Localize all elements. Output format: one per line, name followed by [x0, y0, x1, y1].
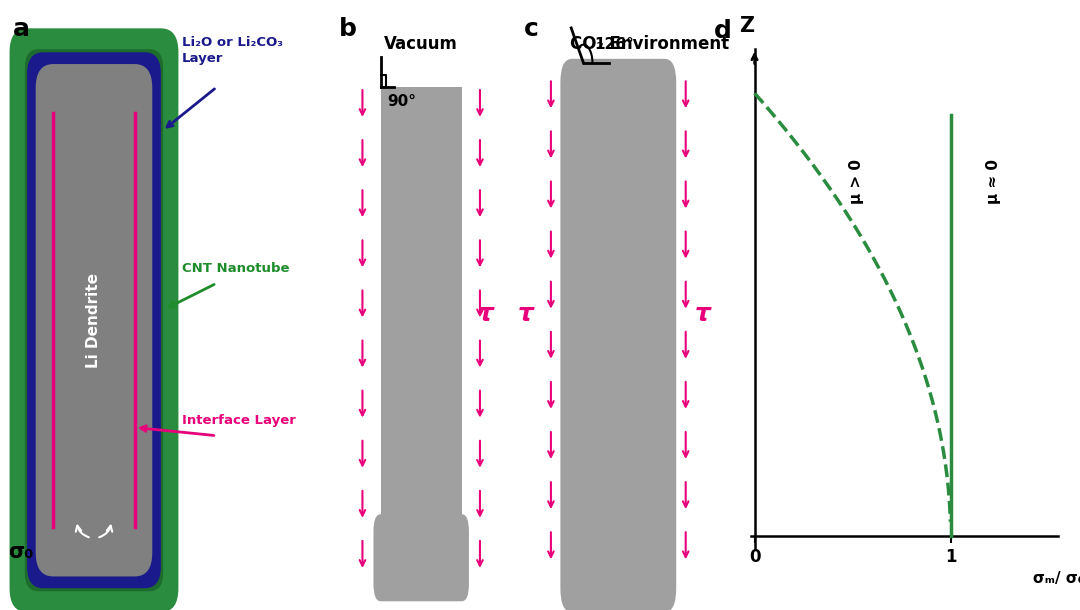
Text: Interface Layer: Interface Layer: [181, 414, 296, 427]
Text: τ: τ: [694, 302, 711, 326]
FancyBboxPatch shape: [10, 28, 178, 610]
Text: CNT Nanotube: CNT Nanotube: [181, 262, 289, 274]
FancyBboxPatch shape: [374, 514, 469, 601]
Text: σ₀: σ₀: [8, 542, 33, 562]
Text: c: c: [524, 18, 539, 41]
Text: 126°: 126°: [594, 37, 634, 52]
Text: d: d: [714, 19, 731, 43]
Text: Vacuum: Vacuum: [384, 35, 458, 53]
Bar: [381, 87, 461, 562]
Text: a: a: [13, 18, 30, 41]
Text: Li Dendrite: Li Dendrite: [86, 273, 102, 368]
Text: μ ≈ 0: μ ≈ 0: [986, 159, 1001, 204]
Text: b: b: [339, 18, 356, 41]
Text: CO₂ Environment: CO₂ Environment: [570, 35, 729, 53]
Text: Z: Z: [739, 15, 754, 35]
FancyBboxPatch shape: [36, 64, 152, 576]
Text: τ: τ: [517, 302, 534, 326]
Text: μ > 0: μ > 0: [849, 159, 864, 204]
FancyBboxPatch shape: [25, 49, 163, 591]
Text: σₘ/ σ₀: σₘ/ σ₀: [1032, 571, 1080, 586]
FancyBboxPatch shape: [27, 52, 161, 588]
Text: Li₂O or Li₂CO₃
Layer: Li₂O or Li₂CO₃ Layer: [181, 37, 283, 65]
FancyBboxPatch shape: [561, 59, 676, 610]
Text: τ: τ: [477, 302, 494, 326]
Text: 90°: 90°: [388, 94, 416, 109]
